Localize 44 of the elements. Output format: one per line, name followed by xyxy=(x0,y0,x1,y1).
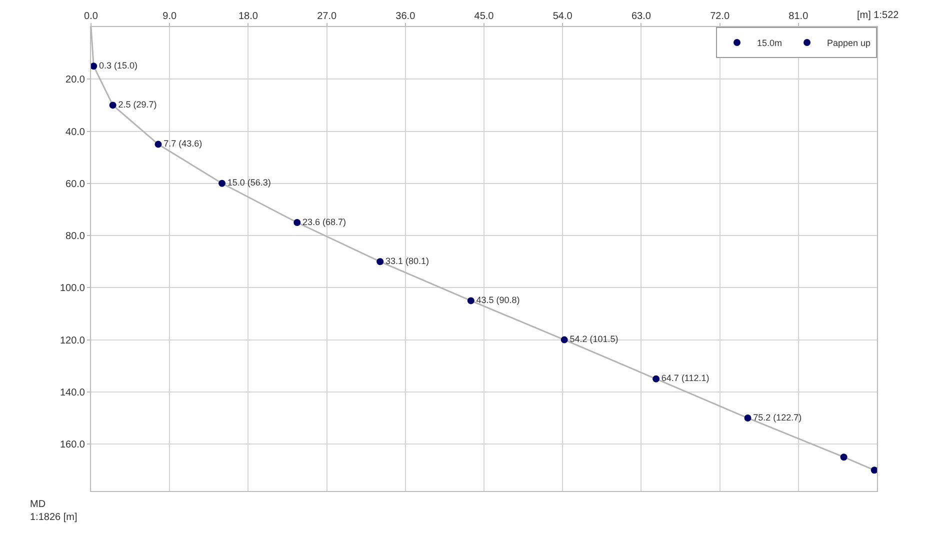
data-label: 75.2 (122.7) xyxy=(753,412,802,422)
data-label: 23.6 (68.7) xyxy=(302,216,346,227)
y-tick-label: 80.0 xyxy=(66,231,86,242)
point xyxy=(218,180,226,187)
y-tick-label: 60.0 xyxy=(66,178,86,190)
data-label: 0.3 (15.0) xyxy=(98,60,138,70)
legend-label: 15.0m xyxy=(757,38,782,48)
x-tick-label: 36.0 xyxy=(396,11,416,22)
x-tick-label: 63.0 xyxy=(631,11,652,22)
x-tick-label: 0.0 xyxy=(84,11,98,22)
point xyxy=(840,454,848,461)
data-label: 43.5 (90.8) xyxy=(476,294,520,305)
point xyxy=(294,219,301,226)
y-tick-label: 20.0 xyxy=(66,74,86,86)
x-tick-label: 18.0 xyxy=(238,11,258,22)
x-tick-label: 81.0 xyxy=(788,11,809,22)
y-tick-label: 100.0 xyxy=(60,283,86,294)
data-label: 7.7 (43.6) xyxy=(164,138,202,149)
point xyxy=(109,102,116,109)
y-axis-title: MD 1:1826 [m] xyxy=(30,499,78,523)
data-label: 54.2 (101.5) xyxy=(570,334,618,344)
x-tick-label: 45.0 xyxy=(474,11,494,22)
y-tick-label: 40.0 xyxy=(66,126,86,138)
point xyxy=(870,466,878,474)
x-tick-label: 54.0 xyxy=(552,11,573,22)
data-label: 33.1 (80.1) xyxy=(385,256,429,266)
x-tick-label: 72.0 xyxy=(710,11,730,22)
y-tick-label: 160.0 xyxy=(60,440,86,451)
point xyxy=(154,140,162,148)
x-axis-title: [m] 1:522 xyxy=(857,10,900,21)
y-tick-label: 140.0 xyxy=(60,387,86,398)
point xyxy=(744,414,752,422)
legend-label: Pappen up xyxy=(827,38,871,48)
data-label: 2.5 (29.7) xyxy=(118,99,157,110)
x-tick-label: 27.0 xyxy=(317,11,337,22)
point xyxy=(90,62,98,70)
y-tick-label: 120.0 xyxy=(60,335,86,346)
point xyxy=(560,336,568,344)
point xyxy=(376,258,384,266)
data-label: 64.7 (112.1) xyxy=(661,373,710,384)
point xyxy=(652,375,660,382)
data-label: 15.0 (56.3) xyxy=(227,178,271,188)
point xyxy=(467,297,474,304)
x-tick-label: 9.0 xyxy=(162,11,177,22)
